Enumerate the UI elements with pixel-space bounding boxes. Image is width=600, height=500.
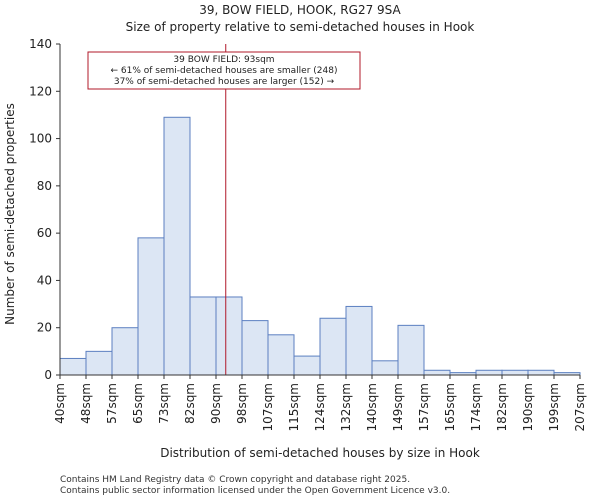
y-tick-label: 40 bbox=[37, 273, 52, 287]
y-tick-label: 60 bbox=[37, 226, 52, 240]
y-tick-label: 80 bbox=[37, 179, 52, 193]
x-axis-label: Distribution of semi-detached houses by … bbox=[160, 446, 480, 460]
footer-line1: Contains HM Land Registry data © Crown c… bbox=[60, 475, 410, 485]
bar-65sqm bbox=[137, 237, 165, 376]
bar-73sqm bbox=[163, 116, 191, 376]
x-tick-label: 65sqm bbox=[131, 383, 145, 424]
bar-132sqm bbox=[345, 305, 373, 376]
x-tick-label: 182sqm bbox=[495, 383, 509, 431]
chart-title-line2: Size of property relative to semi-detach… bbox=[126, 20, 475, 34]
x-tick-label: 40sqm bbox=[53, 383, 67, 424]
annotation-line1: 39 BOW FIELD: 93sqm bbox=[173, 55, 274, 65]
bars-group bbox=[59, 116, 581, 376]
x-tick-label: 115sqm bbox=[287, 383, 301, 431]
x-tick-label: 199sqm bbox=[547, 383, 561, 431]
annotation-frame bbox=[87, 51, 361, 90]
x-tick-label: 157sqm bbox=[417, 383, 431, 431]
y-tick-label: 0 bbox=[44, 368, 52, 382]
y-axis-label: Number of semi-detached properties bbox=[3, 103, 17, 325]
annotation-line2: ← 61% of semi-detached houses are smalle… bbox=[111, 66, 338, 76]
x-tick-label: 90sqm bbox=[209, 383, 223, 424]
bar-98sqm bbox=[241, 320, 269, 376]
annotation-box: 39 BOW FIELD: 93sqm ← 61% of semi-detach… bbox=[87, 51, 361, 90]
chart-title-line1: 39, BOW FIELD, HOOK, RG27 9SA bbox=[199, 3, 401, 17]
x-tick-label: 107sqm bbox=[261, 383, 275, 431]
bar-124sqm bbox=[319, 317, 347, 376]
bar-157sqm bbox=[423, 369, 451, 376]
y-tick-label: 120 bbox=[29, 84, 52, 98]
y-tick-label: 140 bbox=[29, 37, 52, 51]
bar-57sqm bbox=[111, 327, 139, 376]
bar-140sqm bbox=[371, 360, 399, 376]
x-tick-label: 82sqm bbox=[183, 383, 197, 424]
x-tick-label: 132sqm bbox=[339, 383, 353, 431]
x-tick-label: 48sqm bbox=[79, 383, 93, 424]
bar-82sqm bbox=[189, 296, 217, 376]
x-tick-label: 174sqm bbox=[469, 383, 483, 431]
footer-line2: Contains public sector information licen… bbox=[60, 486, 450, 496]
bar-48sqm bbox=[85, 350, 113, 376]
bar-90sqm bbox=[215, 296, 243, 376]
x-tick-label: 73sqm bbox=[157, 383, 171, 424]
x-tick-label: 207sqm bbox=[573, 383, 587, 431]
x-tick-label: 140sqm bbox=[365, 383, 379, 431]
x-tick-label: 149sqm bbox=[391, 383, 405, 431]
x-tick-label: 124sqm bbox=[313, 383, 327, 431]
x-tick-label: 57sqm bbox=[105, 383, 119, 424]
bar-190sqm bbox=[527, 369, 555, 376]
bar-149sqm bbox=[397, 324, 425, 376]
bar-174sqm bbox=[475, 369, 503, 376]
x-tick-label: 165sqm bbox=[443, 383, 457, 431]
x-tick-label: 190sqm bbox=[521, 383, 535, 431]
x-tick-label: 98sqm bbox=[235, 383, 249, 424]
y-tick-label: 100 bbox=[29, 132, 52, 146]
annotation-line3: 37% of semi-detached houses are larger (… bbox=[114, 77, 335, 87]
x-axis-ticks: 40sqm 48sqm 57sqm 65sqm 73sqm 82sqm 90sqm 98sqm… bbox=[53, 375, 587, 431]
bar-107sqm bbox=[267, 334, 295, 376]
bar-40sqm bbox=[59, 357, 87, 376]
bar-182sqm bbox=[501, 369, 529, 376]
y-axis-ticks: 0 20 40 60 80 100 120 140 bbox=[29, 37, 60, 382]
bar-115sqm bbox=[293, 355, 321, 376]
y-tick-label: 20 bbox=[37, 321, 52, 335]
